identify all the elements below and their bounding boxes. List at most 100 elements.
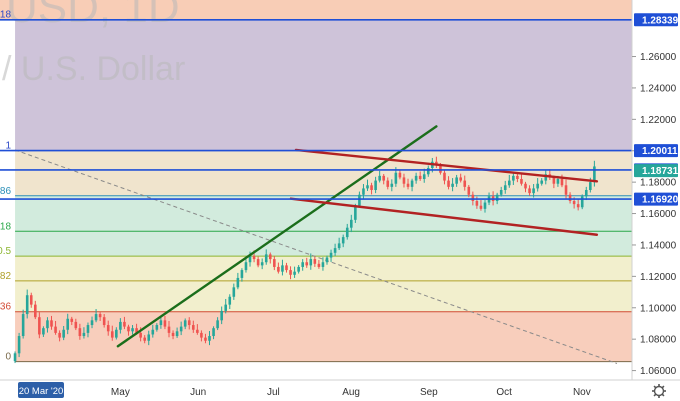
- candle-body: [508, 180, 511, 186]
- candle-body: [309, 259, 313, 266]
- candle-body: [593, 166, 596, 183]
- candle-body: [256, 259, 260, 266]
- candle-body: [398, 172, 402, 178]
- time-axis[interactable]: [0, 380, 680, 401]
- candle-body: [293, 271, 296, 275]
- y-tick-label: 1.16000: [640, 209, 677, 220]
- candle-body: [337, 243, 341, 249]
- price-tag-label: 1.28339: [642, 15, 679, 26]
- y-tick-label: 1.26000: [640, 52, 677, 63]
- candle-body: [143, 337, 146, 341]
- candle-body: [29, 295, 33, 305]
- candle-body: [321, 262, 325, 267]
- fib-diagonal-line: [14, 149, 618, 364]
- candle-body: [70, 318, 74, 322]
- candle-body: [503, 185, 507, 190]
- candle-body: [42, 328, 45, 335]
- candle-body: [329, 252, 333, 258]
- candle-body: [54, 326, 57, 333]
- candle-body: [208, 336, 211, 341]
- fib-level-label: 0.236: [0, 302, 11, 313]
- candle-body: [552, 177, 556, 184]
- price-tag: [634, 164, 678, 178]
- candle-body: [564, 185, 568, 195]
- candle-body: [175, 331, 179, 337]
- candle-body: [422, 174, 426, 180]
- candle-body: [297, 266, 300, 272]
- candle-body: [200, 332, 203, 338]
- y-tick-label: 1.08000: [640, 335, 677, 346]
- fib-level-label: 0: [5, 352, 11, 363]
- candle-body: [224, 304, 228, 311]
- candle-body: [90, 320, 94, 326]
- y-tick-label: 1.24000: [640, 83, 677, 94]
- candle-body: [281, 265, 284, 272]
- candle-body: [516, 175, 519, 180]
- candle-body: [74, 321, 78, 329]
- candle-body: [252, 255, 256, 260]
- candle-body: [426, 168, 430, 175]
- candle-body: [443, 172, 446, 181]
- channel-top-line[interactable]: [294, 148, 599, 183]
- candle-body: [370, 185, 373, 190]
- candle-body: [358, 194, 361, 206]
- price-tag: [634, 192, 678, 206]
- candle-body: [232, 287, 236, 297]
- price-tag: [634, 13, 678, 27]
- candle-body: [13, 353, 17, 362]
- candle-body: [183, 320, 187, 327]
- gear-icon[interactable]: [653, 385, 665, 397]
- candle-body: [110, 331, 114, 338]
- price-tag-label: 1.16920: [642, 195, 679, 206]
- candle-body: [345, 227, 349, 238]
- candle-body: [66, 318, 70, 330]
- candle-body: [277, 266, 280, 272]
- candle-body: [236, 277, 240, 288]
- candle-body: [147, 334, 151, 341]
- candle-body: [394, 172, 398, 184]
- candle-body: [528, 188, 531, 194]
- candle-body: [139, 332, 142, 338]
- candle-body: [38, 317, 41, 335]
- candle-body: [572, 200, 576, 205]
- x-tick-label: Nov: [573, 387, 591, 398]
- candle-body: [439, 164, 442, 173]
- candle-body: [50, 320, 53, 327]
- fib-level-label: 0.382: [0, 271, 11, 282]
- candle-body: [82, 332, 86, 337]
- candle-body: [354, 205, 357, 220]
- candle-body: [240, 270, 244, 278]
- candle-body: [131, 328, 134, 332]
- candle-body: [333, 248, 337, 253]
- y-tick-label: 1.18000: [640, 178, 677, 189]
- candle-body: [159, 320, 163, 326]
- candle-body: [301, 262, 304, 267]
- candle-body: [268, 254, 272, 260]
- candle-body: [46, 320, 49, 329]
- fib-zone-bottom: [15, 311, 633, 362]
- fib-level-label: 0.786: [0, 186, 11, 197]
- candle-body: [171, 332, 175, 337]
- candle-body: [115, 329, 118, 338]
- support-trend-line[interactable]: [116, 125, 438, 348]
- candle-body: [127, 326, 130, 332]
- candle-body: [123, 321, 126, 327]
- candle-body: [62, 329, 65, 338]
- candle-body: [532, 188, 535, 194]
- candle-body: [463, 180, 467, 187]
- candle-body: [556, 179, 560, 184]
- fib-level-label: 1.618: [0, 10, 11, 21]
- candle-body: [94, 314, 98, 321]
- candle-body: [98, 314, 102, 318]
- candle-body: [382, 175, 386, 181]
- candle-body: [25, 295, 29, 315]
- candle-body: [568, 194, 572, 201]
- candle-body: [58, 332, 61, 338]
- candle-body: [305, 262, 309, 266]
- candle-body: [520, 179, 523, 184]
- candle-body: [406, 183, 410, 187]
- candle-body: [179, 326, 183, 332]
- fib-zone-overflow: [0, 0, 632, 20]
- price-tag-label: 1.20011: [642, 146, 678, 157]
- channel-bottom-line[interactable]: [289, 197, 599, 236]
